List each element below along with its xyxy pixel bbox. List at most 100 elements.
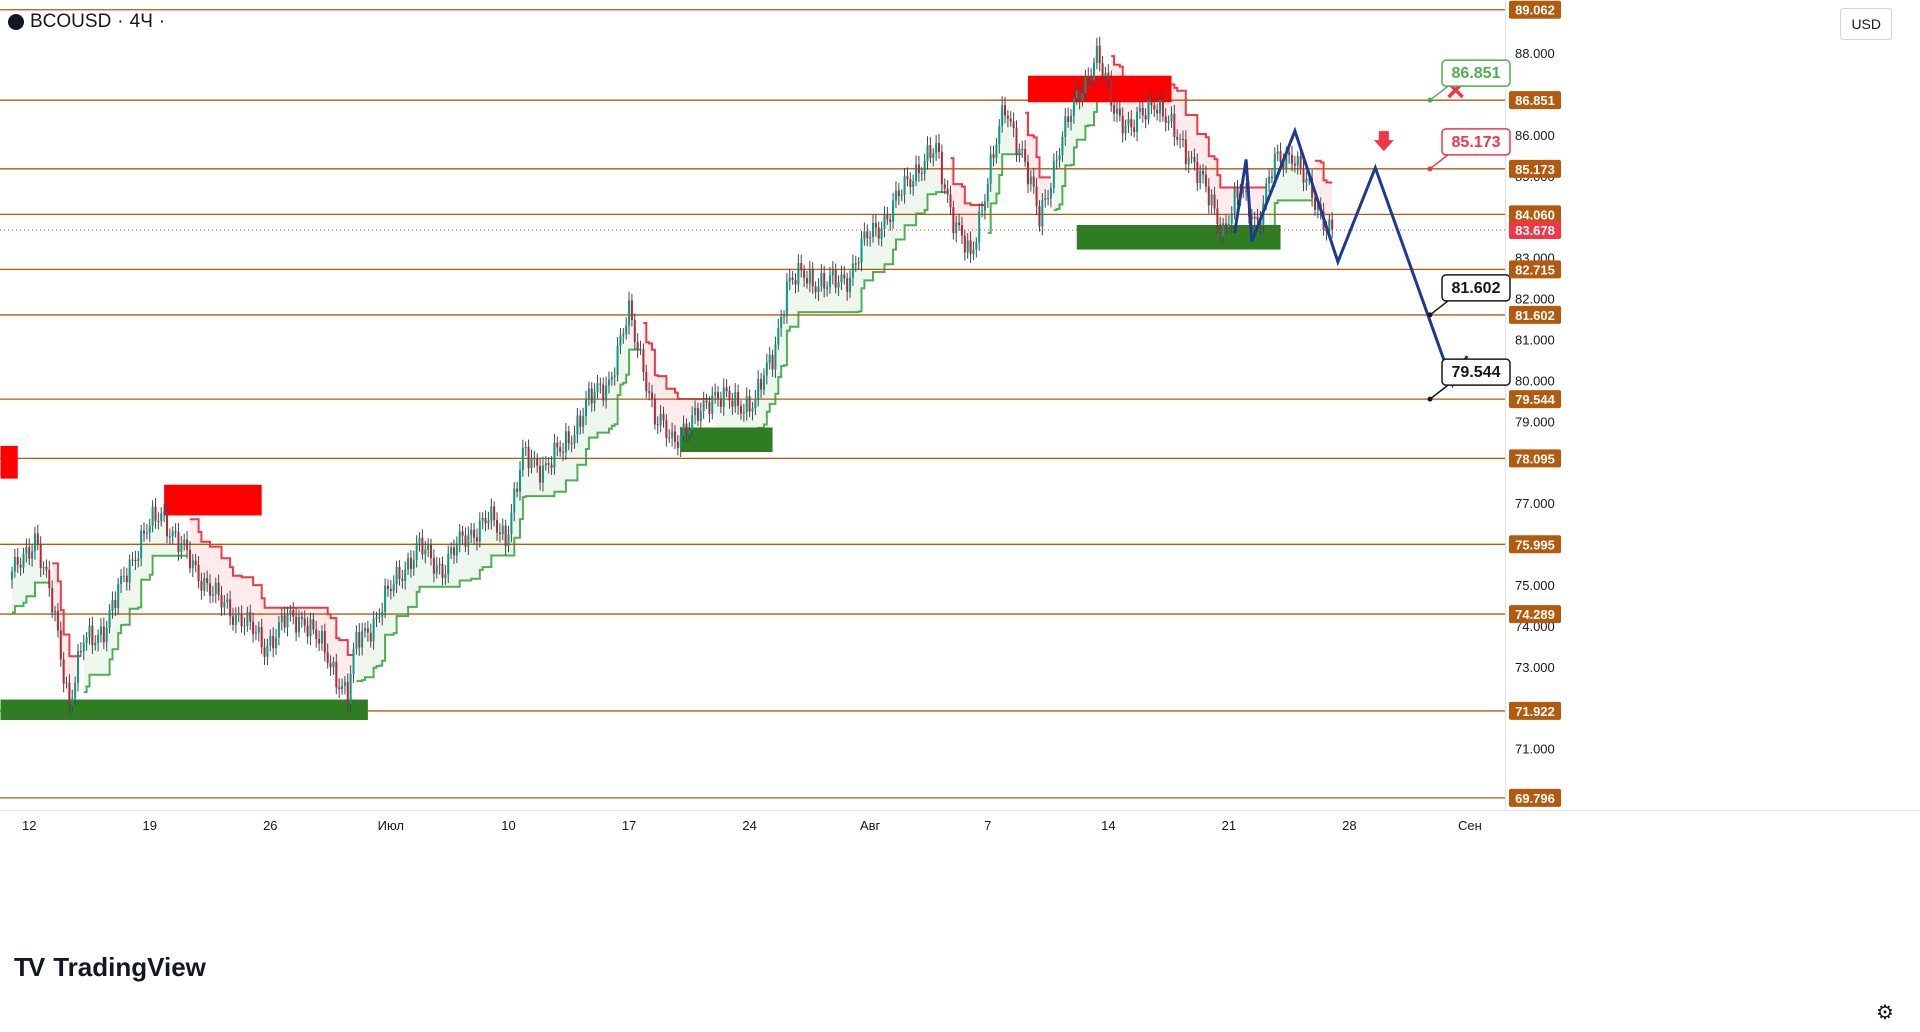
candle [257,626,260,633]
candle [1230,212,1233,225]
candle [1268,176,1271,184]
candle [303,618,306,626]
candle [111,600,114,611]
candle [676,441,679,449]
tradingview-logo[interactable]: TV TradingView [14,952,206,983]
candle [1196,162,1199,184]
candle [533,458,536,460]
candle [364,628,367,632]
candle [917,164,920,174]
candle [289,610,292,615]
candle [969,240,972,255]
candle [938,142,941,152]
candle [318,638,321,644]
candle [292,610,295,617]
candle [1118,108,1121,116]
candle [1087,76,1090,78]
candle [849,277,852,292]
candle [826,287,829,289]
candle [165,511,168,537]
candle [1101,63,1104,76]
down-arrow-icon [1373,131,1394,152]
candle [1285,152,1288,168]
candle [389,588,392,591]
candle [1035,186,1038,207]
candle [682,423,685,436]
candle [576,415,579,435]
candle [920,173,923,175]
candle [452,547,455,556]
candle [1070,115,1073,123]
candle [1012,121,1015,129]
candle [748,396,751,412]
candle [734,392,737,407]
candle [42,566,45,569]
candle [1199,170,1202,184]
candle [541,465,544,483]
candle [306,625,309,637]
candle [1156,109,1159,114]
candle [1004,105,1007,116]
callout-anchor [1427,396,1433,402]
candle [1021,148,1024,150]
candle [929,145,932,158]
level-price-tag [1509,159,1561,178]
candle [1041,200,1044,227]
candle [860,239,863,263]
symbol-header[interactable]: BCOUSD · 4Ч · [8,8,165,36]
currency-button[interactable]: USD [1840,8,1892,40]
level-price-label: 86.851 [1515,93,1555,108]
candle [1213,194,1216,209]
trend-down-line [1315,159,1333,184]
forecast-path [1233,126,1469,389]
candle [384,585,387,612]
candle [530,458,533,469]
level-price-label: 84.060 [1515,207,1555,222]
candle [570,443,573,445]
candle [343,681,346,686]
candle [108,610,111,628]
candle [478,520,481,542]
candle [1170,113,1173,121]
y-tick-label: 75.000 [1515,578,1555,593]
candle [326,652,329,664]
interval-label[interactable]: 4Ч [129,11,153,32]
candle [220,595,223,608]
level-price-tag [1509,0,1561,19]
candle [1147,100,1150,120]
candle [1296,156,1299,166]
supply-zone [1027,75,1172,103]
candle [1270,176,1273,179]
candle [381,611,384,617]
candle [771,354,774,370]
candle [510,512,513,535]
candle [705,400,708,403]
candle [679,435,682,449]
candle [662,413,665,421]
candle [1204,174,1207,187]
settings-gear-icon[interactable]: ⚙ [1876,1002,1894,1024]
candle [1256,216,1259,220]
candle [395,567,398,584]
candle [455,545,458,556]
candle [487,520,490,524]
candle [728,391,731,401]
trend-down-fill [1025,112,1051,227]
candle [254,632,257,635]
candle [978,211,981,243]
callout-label: 85.173 [1452,134,1501,151]
trend-up-fill [356,300,641,682]
trend-down-line [52,562,81,658]
candle [711,395,714,414]
candle [19,564,22,568]
candle [217,582,220,596]
candle [1144,115,1147,120]
candle [71,698,74,706]
candle [1001,105,1004,126]
candle [636,341,639,350]
level-price-tag [1509,260,1561,279]
candle [1288,152,1291,155]
candle [300,617,303,619]
candle [88,625,91,638]
